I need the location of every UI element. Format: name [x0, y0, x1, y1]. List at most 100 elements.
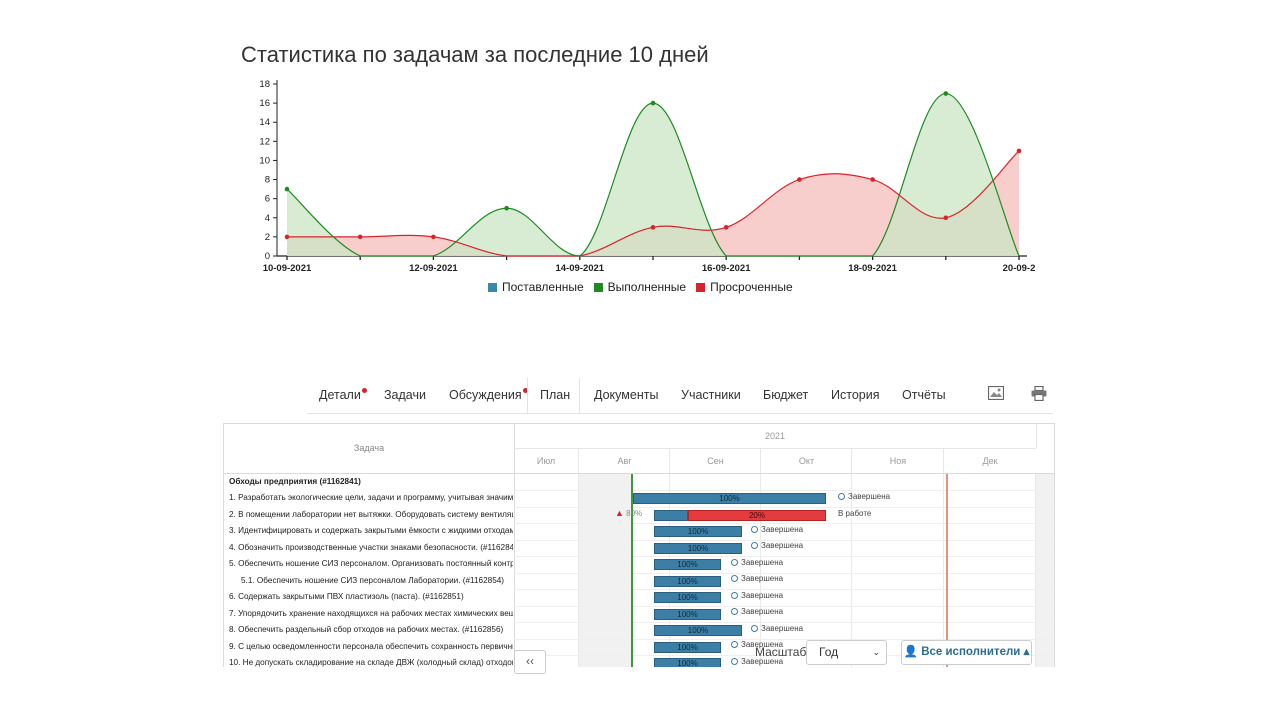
gantt-task-row[interactable]: 1. Разработать экологические цели, задач… [229, 493, 513, 503]
gantt-status-label: Завершена [761, 624, 804, 633]
gantt-header-divider [514, 473, 1054, 474]
gantt-column-line [851, 474, 852, 667]
gantt-chart: Задача Обходы предприятия (#1162841) 1. Р… [223, 423, 1055, 667]
gantt-task-row[interactable]: 5.1. Обеспечить ношение СИЗ персоналом Л… [241, 575, 505, 585]
x-tick-label: 10-09-2021 [263, 263, 312, 274]
legend-item-overdue[interactable]: Просроченные [696, 280, 793, 294]
tab-separator [579, 378, 580, 413]
tab-reports[interactable]: Отчёты [902, 388, 946, 402]
gantt-status: Завершена [751, 525, 803, 534]
tab-tasks[interactable]: Задачи [384, 388, 426, 402]
tab-plan[interactable]: План [540, 388, 570, 402]
scroll-left-button[interactable]: ‹‹ [514, 650, 546, 674]
legend-label-done: Выполненные [607, 280, 687, 294]
y-tick-label: 0 [265, 251, 270, 262]
gantt-bar[interactable]: 100% [633, 493, 826, 504]
gantt-bar[interactable]: 100% [654, 559, 721, 570]
gantt-task-row[interactable]: 10. Не допускать складирование на складе… [229, 657, 513, 667]
gantt-bar[interactable]: 100% [654, 609, 721, 620]
x-tick-label: 20-09-2 [1003, 263, 1036, 274]
data-point[interactable] [943, 215, 949, 221]
gantt-task-row[interactable]: 5. Обеспечить ношение СИЗ персоналом. Ор… [229, 559, 513, 569]
tab-participants-label: Участники [681, 388, 741, 402]
check-circle-icon [731, 658, 738, 665]
gantt-task-row[interactable]: 6. Содержать закрытыми ПВХ пластизоль (п… [229, 592, 464, 602]
gantt-bar[interactable]: 100% [654, 658, 721, 667]
print-icon[interactable] [1031, 385, 1049, 404]
legend-swatch-overdue [696, 282, 706, 292]
series-area-1 [287, 93, 1019, 256]
tab-budget[interactable]: Бюджет [763, 388, 808, 402]
gantt-task-row[interactable]: Обходы предприятия (#1162841) [229, 477, 361, 486]
x-tick-label: 18-09-2021 [848, 263, 897, 274]
gantt-row-line [514, 556, 1054, 558]
gantt-progress-label: 80% [626, 509, 643, 518]
tab-details[interactable]: Детали [319, 388, 367, 402]
chevron-down-icon: ⌄ [872, 647, 880, 657]
legend-item-set[interactable]: Поставленные [488, 280, 584, 294]
image-icon[interactable] [987, 385, 1006, 404]
gantt-year-header-next [1036, 424, 1054, 448]
gantt-task-row[interactable]: 8. Обеспечить раздельный сбор отходов на… [229, 625, 504, 635]
gantt-row-line [514, 605, 1054, 607]
gantt-column-line [760, 474, 761, 667]
data-point[interactable] [650, 100, 656, 106]
data-point[interactable] [943, 91, 949, 96]
y-tick-label: 6 [265, 194, 270, 205]
gantt-task-row[interactable]: 2. В помещении лаборатории нет вытяжки. … [229, 509, 513, 519]
gantt-bar-overdue[interactable]: 20% [688, 510, 826, 521]
gantt-status: Завершена [731, 591, 783, 600]
gantt-status: Завершена [731, 574, 783, 583]
data-point[interactable] [504, 205, 509, 211]
gantt-status-label: Завершена [741, 657, 784, 666]
gantt-column-line [669, 474, 670, 667]
gantt-status-label: Завершена [741, 591, 784, 600]
gantt-task-row[interactable]: 9. С целью осведомленности персонала обе… [229, 641, 513, 651]
y-tick-label: 2 [265, 232, 270, 243]
gantt-row-line [514, 589, 1054, 591]
all-executors-label: Все исполнители [921, 646, 1021, 658]
gantt-task-row[interactable]: 4. Обозначить производственные участки з… [229, 542, 513, 552]
y-tick-label: 12 [259, 136, 270, 147]
gantt-status-label: Завершена [741, 558, 784, 567]
gantt-bar[interactable]: 100% [654, 642, 721, 653]
gantt-bar[interactable]: 100% [654, 592, 721, 603]
y-tick-label: 4 [265, 213, 270, 224]
data-point[interactable] [723, 225, 729, 230]
data-point[interactable] [797, 177, 802, 182]
gantt-month-oct: Окт [760, 449, 852, 473]
all-executors-button[interactable]: 👤 Все исполнители ▴ [901, 640, 1032, 665]
x-tick-label: 12-09-2021 [409, 263, 458, 274]
tab-discussions[interactable]: Обсуждения [449, 388, 528, 402]
check-circle-icon [731, 575, 738, 582]
data-point[interactable] [284, 234, 290, 240]
data-point[interactable] [1016, 148, 1022, 154]
legend-item-done[interactable]: Выполненные [593, 280, 687, 294]
data-point[interactable] [870, 177, 875, 182]
tab-documents[interactable]: Документы [594, 388, 658, 402]
gantt-row-line [514, 523, 1054, 525]
gantt-bar[interactable]: 100% [654, 526, 742, 537]
gantt-bar[interactable]: 100% [654, 576, 721, 587]
gantt-bar[interactable]: 100% [654, 625, 742, 636]
scale-select[interactable]: Год ⌄ [806, 640, 887, 665]
gantt-task-row[interactable]: 3. Идентифицировать и содержать закрытым… [229, 526, 513, 536]
gantt-month-jul: Июл [536, 456, 556, 466]
legend-label-overdue: Просроченные [710, 280, 793, 294]
data-point[interactable] [357, 234, 363, 240]
chart-title: Статистика по задачам за последние 10 дн… [241, 42, 709, 67]
gantt-status-label: Завершена [848, 492, 891, 501]
legend-swatch-done [593, 282, 603, 292]
gantt-bar[interactable]: 100% [654, 543, 742, 554]
data-point[interactable] [431, 234, 436, 240]
tab-history[interactable]: История [831, 388, 879, 402]
gantt-status-label: Завершена [741, 607, 784, 616]
data-point[interactable] [650, 225, 656, 230]
gantt-bar[interactable] [654, 510, 688, 521]
gantt-next-year-shade [1036, 474, 1054, 667]
gantt-task-list: Задача Обходы предприятия (#1162841) 1. Р… [224, 424, 515, 667]
tab-participants[interactable]: Участники [681, 388, 741, 402]
data-point[interactable] [284, 186, 290, 192]
gantt-task-row[interactable]: 7. Упорядочить хранение находящихся на р… [229, 608, 513, 618]
check-circle-icon [731, 559, 738, 566]
